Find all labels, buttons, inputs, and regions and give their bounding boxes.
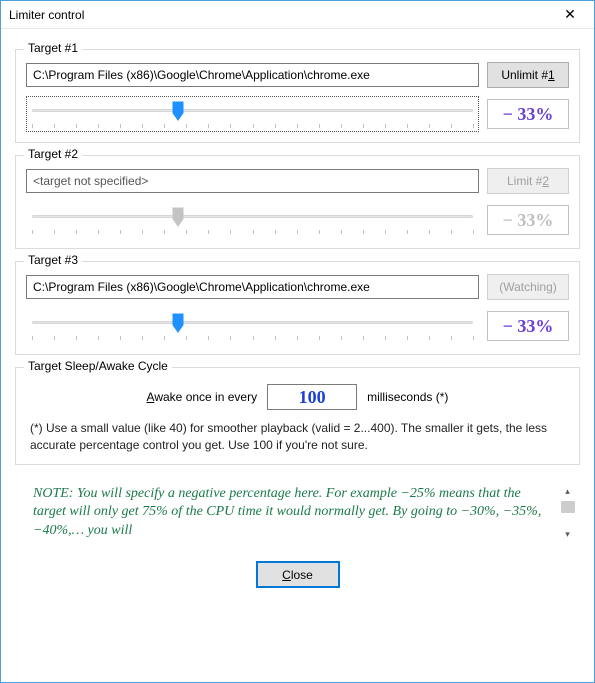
note-scrollbar[interactable]: ▴ ▾ (559, 483, 576, 544)
scroll-thumb[interactable] (561, 501, 575, 513)
slider-thumb-icon (172, 207, 184, 227)
cycle-group-label: Target Sleep/Awake Cycle (24, 359, 172, 373)
target-group-3: Target #3(Watching)− 33% (15, 261, 580, 355)
target-percent-display: − 33% (487, 205, 569, 235)
cycle-label: Awake once in every (147, 390, 258, 404)
scroll-up-icon[interactable]: ▴ (559, 483, 576, 500)
slider-thumb-icon[interactable] (172, 313, 184, 333)
cycle-input[interactable] (267, 384, 357, 410)
cycle-hint: (*) Use a small value (like 40) for smoo… (26, 420, 569, 454)
target-slider (26, 202, 479, 238)
titlebar: Limiter control ✕ (1, 1, 594, 29)
content-area: Target #1 Unlimit #1 − 33% Target #2 Limit #… (1, 29, 594, 682)
target-percent-display: − 33% (487, 311, 569, 341)
note-area: NOTE: You will specify a negative percen… (15, 483, 580, 544)
cycle-unit: milliseconds (*) (367, 390, 448, 404)
limiter-window: Limiter control ✕ Target #1 Unlimit #1 − 3… (0, 0, 595, 683)
target-group-1: Target #1Unlimit #1− 33% (15, 49, 580, 143)
window-title: Limiter control (9, 8, 84, 22)
target-group-2: Target #2Limit #2− 33% (15, 155, 580, 249)
target-action-button: (Watching) (487, 274, 569, 300)
target-path-input[interactable] (26, 169, 479, 193)
target-path-input[interactable] (26, 275, 479, 299)
target-path-input[interactable] (26, 63, 479, 87)
close-icon[interactable]: ✕ (548, 2, 592, 28)
cycle-group: Target Sleep/Awake Cycle Awake once in e… (15, 367, 580, 465)
slider-thumb-icon[interactable] (172, 101, 184, 121)
target-action-button[interactable]: Unlimit #1 (487, 62, 569, 88)
target-slider[interactable] (26, 308, 479, 344)
target-percent-display: − 33% (487, 99, 569, 129)
target-label: Target #3 (24, 253, 82, 267)
target-label: Target #2 (24, 147, 82, 161)
target-slider[interactable] (26, 96, 479, 132)
target-action-button: Limit #2 (487, 168, 569, 194)
close-button[interactable]: Close (256, 561, 340, 588)
footer: Close (15, 543, 580, 592)
target-label: Target #1 (24, 41, 82, 55)
note-text: NOTE: You will specify a negative percen… (19, 483, 555, 544)
scroll-down-icon[interactable]: ▾ (559, 526, 576, 543)
